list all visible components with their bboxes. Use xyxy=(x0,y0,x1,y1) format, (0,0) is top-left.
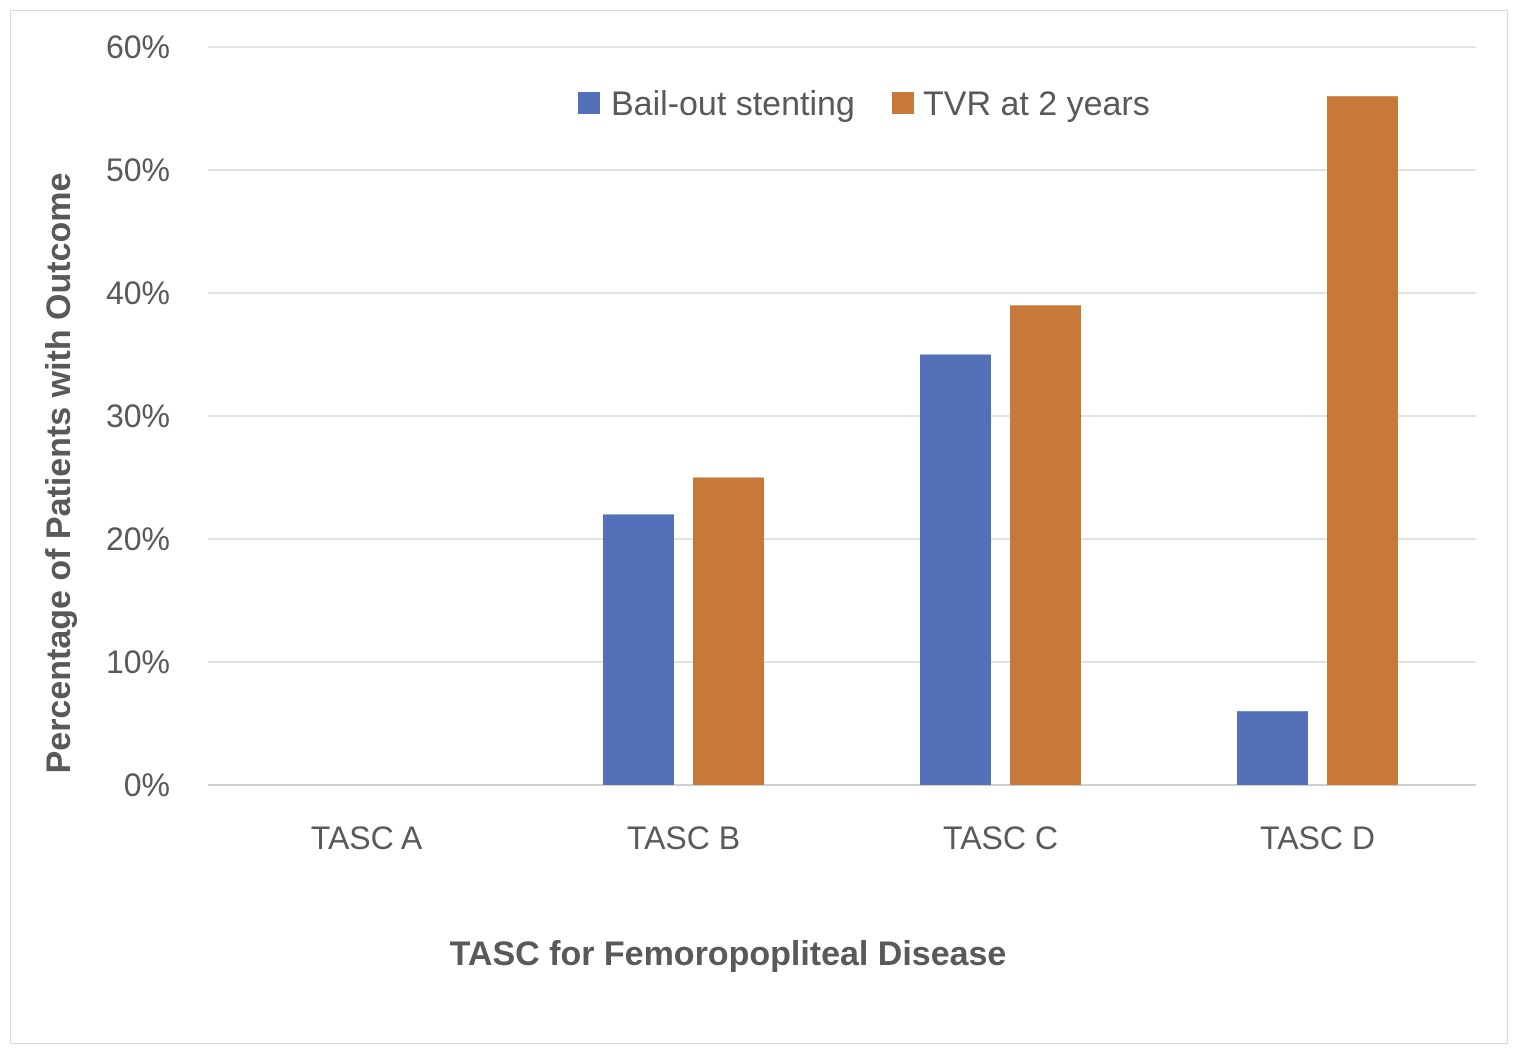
bar-tvr-at-2-years xyxy=(693,477,764,785)
gridlines xyxy=(208,46,1476,786)
bar-bail-out-stenting xyxy=(603,514,674,785)
bar-bail-out-stenting xyxy=(920,354,991,785)
y-tick-label: 50% xyxy=(106,152,170,188)
y-tick-label: 0% xyxy=(124,767,170,803)
y-tick-label: 30% xyxy=(106,398,170,434)
y-tick-label: 40% xyxy=(106,275,170,311)
y-tick-label: 20% xyxy=(106,521,170,557)
legend-swatch xyxy=(578,92,600,114)
y-tick-label: 60% xyxy=(106,29,170,65)
bar-tvr-at-2-years xyxy=(1010,305,1081,785)
legend-label: Bail-out stenting xyxy=(611,85,855,123)
x-tick-label: TASC C xyxy=(943,820,1058,856)
x-tick-label: TASC B xyxy=(627,820,740,856)
legend: Bail-out stenting TVR at 2 years xyxy=(578,85,1150,123)
bar-bail-out-stenting xyxy=(1237,711,1308,785)
y-axis-title: Percentage of Patients with Outcome xyxy=(40,173,78,774)
x-tick-label: TASC D xyxy=(1260,820,1375,856)
x-tick-label: TASC A xyxy=(311,820,423,856)
x-axis-title: TASC for Femoropopliteal Disease xyxy=(450,935,1007,973)
y-axis-ticks: 0% 10% 20% 30% 40% 50% 60% xyxy=(106,29,170,803)
bar-tvr-at-2-years xyxy=(1327,96,1398,785)
legend-swatch xyxy=(892,92,914,114)
x-axis-ticks: TASC A TASC B TASC C TASC D xyxy=(311,820,1375,856)
y-tick-label: 10% xyxy=(106,644,170,680)
bars xyxy=(603,96,1398,785)
legend-label: TVR at 2 years xyxy=(923,85,1150,123)
